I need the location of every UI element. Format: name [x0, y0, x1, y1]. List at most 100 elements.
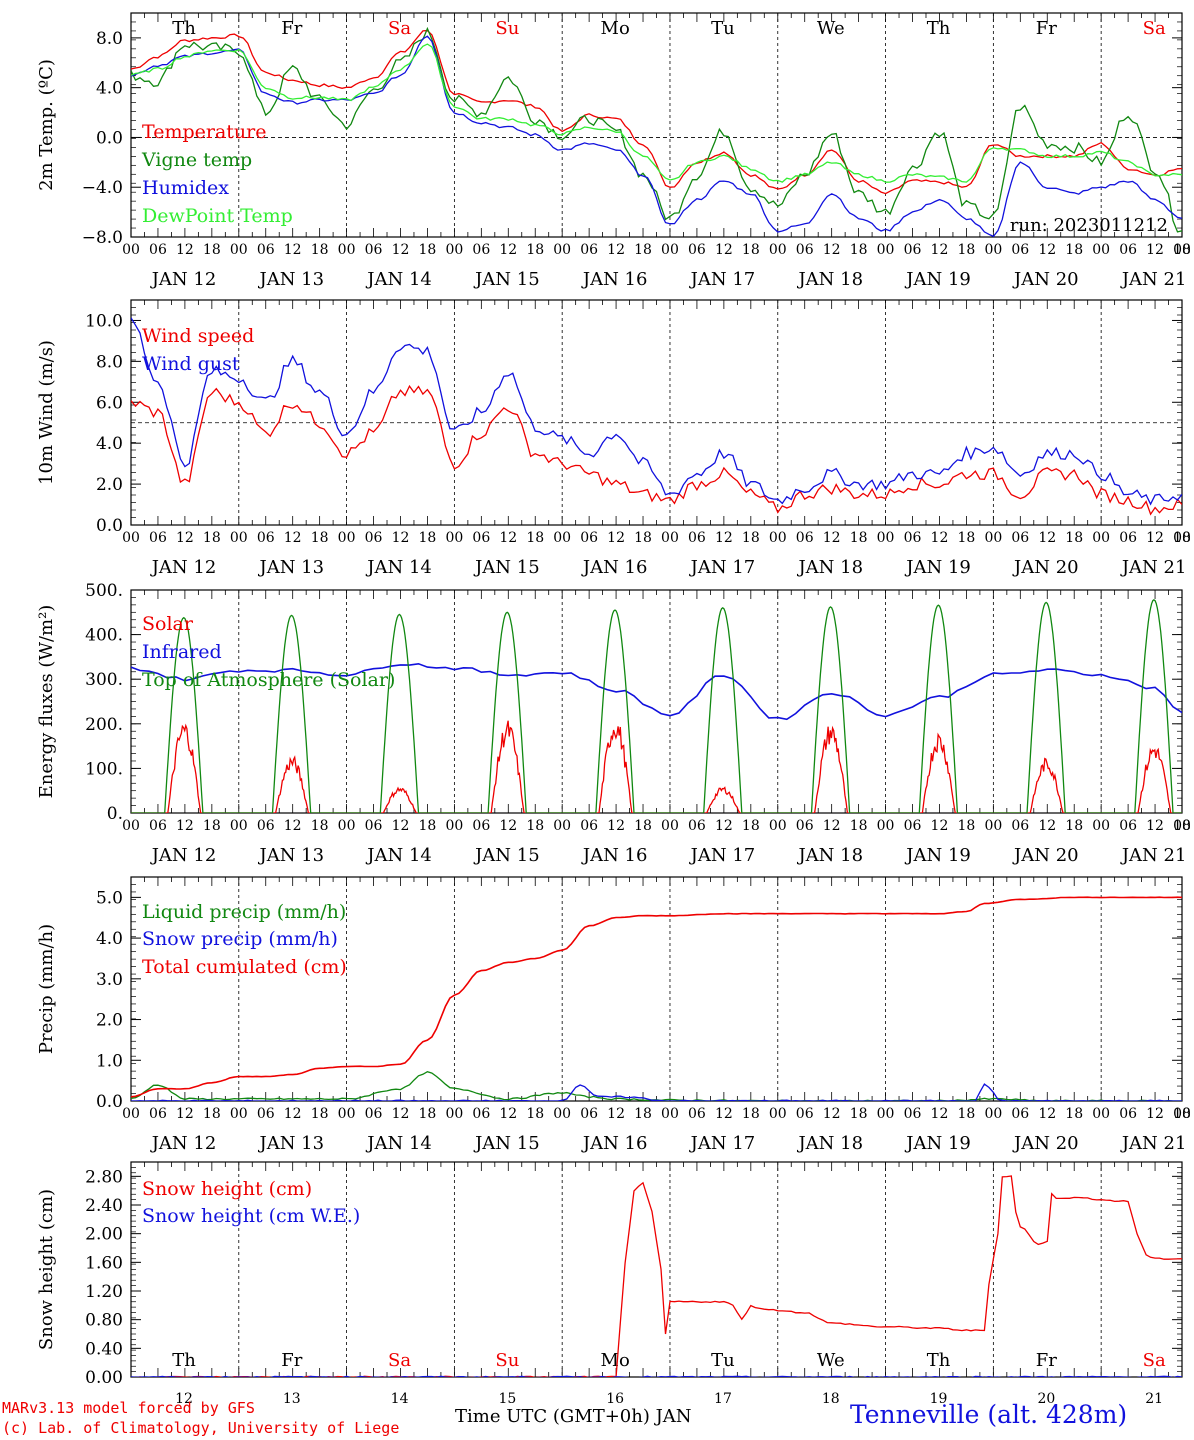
y-tick-label: 1.0 [96, 1051, 123, 1071]
y-tick-label: 1.20 [85, 1282, 123, 1302]
hour-label: 00 [1173, 1106, 1191, 1122]
hour-label: 06 [365, 818, 383, 834]
date-label: JAN 17 [689, 845, 756, 866]
y-tick-label: 8.0 [96, 29, 123, 49]
hour-label: 00 [230, 818, 248, 834]
hour-label: 06 [472, 242, 490, 258]
y-tick-label: 0.80 [85, 1311, 123, 1331]
hour-label: 12 [1038, 818, 1056, 834]
model-credit: MARv3.13 model forced by GFS [2, 1399, 255, 1417]
hour-label: 12 [715, 242, 733, 258]
hour-label: 00 [661, 242, 679, 258]
hour-label: 18 [957, 530, 975, 546]
hour-label: 18 [850, 242, 868, 258]
hour-label: 18 [526, 242, 544, 258]
hour-label: 12 [607, 242, 625, 258]
hour-label: 00 [661, 1106, 679, 1122]
y-axis-label: Snow height (cm) [36, 1189, 57, 1350]
hour-label: 06 [796, 530, 814, 546]
hour-label: 18 [419, 242, 437, 258]
hour-label: 06 [149, 1106, 167, 1122]
day-number: 18 [822, 1391, 840, 1407]
series-group [131, 896, 1182, 1101]
panel-2: 10.0 8.0 6.0 4.0 2.0 0.0 10m Wind (m/s) 00 06 12 1… [36, 299, 1191, 578]
hour-label: 06 [904, 242, 922, 258]
day-name: Th [172, 18, 196, 39]
date-label: JAN 16 [581, 557, 648, 578]
plot-frame [130, 299, 1183, 526]
y-tick-label: 2.0 [96, 475, 123, 495]
hour-label: 06 [365, 242, 383, 258]
hour-label: 12 [1038, 242, 1056, 258]
hour-label: 00 [445, 818, 463, 834]
hour-label: 18 [1065, 818, 1083, 834]
hour-label: 18 [203, 1106, 221, 1122]
hour-label: 18 [203, 530, 221, 546]
hour-label: 18 [526, 818, 544, 834]
legend-entry: Temperature [142, 121, 266, 143]
day-name: We [817, 1350, 845, 1371]
hour-label: 06 [1011, 1106, 1029, 1122]
hour-label: 06 [688, 530, 706, 546]
hour-label: 12 [715, 818, 733, 834]
day-name: Th [172, 1350, 196, 1371]
hour-label: 12 [392, 1106, 410, 1122]
date-label: JAN 17 [689, 269, 756, 290]
panel-5: 2.80 2.40 2.00 1.60 1.20 0.80 0.40 0.00 Snow hei… [36, 1161, 1183, 1407]
hour-label: 00 [877, 1106, 895, 1122]
date-label: JAN 16 [581, 1133, 648, 1154]
hour-label: 00 [1173, 242, 1191, 258]
hour-label: 18 [203, 242, 221, 258]
panel-3: 500. 400. 300. 200. 100. 0. Energy fluxes (W/m… [36, 581, 1191, 866]
hour-label: 18 [311, 1106, 329, 1122]
hour-label: 18 [419, 530, 437, 546]
hour-label: 12 [499, 1106, 517, 1122]
legend-entry: Snow precip (mm/h) [142, 928, 338, 950]
date-label: JAN 14 [365, 1133, 432, 1154]
hour-label: 00 [230, 1106, 248, 1122]
hour-label: 00 [338, 242, 356, 258]
hour-label: 12 [823, 242, 841, 258]
series-group [131, 317, 1182, 516]
hour-label: 00 [338, 1106, 356, 1122]
date-label: JAN 16 [581, 845, 648, 866]
legend-entry: Liquid precip (mm/h) [142, 901, 346, 923]
hour-label: 18 [1173, 242, 1191, 258]
hour-label: 12 [1146, 530, 1164, 546]
hour-label: 18 [742, 530, 760, 546]
date-label: JAN 15 [473, 1133, 540, 1154]
y-axis-label: Energy fluxes (W/m²) [36, 605, 57, 799]
time-axis-title: Time UTC (GMT+0h) JAN [455, 1406, 692, 1427]
hour-label: 18 [957, 818, 975, 834]
hour-label: 00 [877, 530, 895, 546]
y-tick-label: 0.40 [85, 1339, 123, 1359]
date-label: JAN 13 [257, 1133, 324, 1154]
hour-label: 06 [257, 530, 275, 546]
hour-label: 12 [176, 818, 194, 834]
hour-label: 18 [850, 818, 868, 834]
day-name: Th [927, 18, 951, 39]
date-label: JAN 18 [796, 269, 863, 290]
hour-label: 00 [877, 818, 895, 834]
legend-entry: Solar [142, 613, 194, 635]
day-name: Su [495, 18, 519, 39]
series-line-humidex [131, 35, 1182, 237]
hour-label: 18 [634, 242, 652, 258]
y-tick-label: −8.0 [82, 228, 123, 248]
hour-label: 00 [769, 818, 787, 834]
panel-4: 5.0 4.0 3.0 2.0 1.0 0.0 Precip (mm/h) 00 06 12 18 J… [36, 876, 1191, 1154]
day-number: 17 [714, 1391, 732, 1407]
y-tick-label: 0.0 [96, 128, 123, 148]
y-tick-label: 10.0 [85, 311, 123, 331]
y-axis-label: 2m Temp. (ºC) [36, 59, 57, 191]
y-tick-label: 100. [85, 759, 123, 779]
hour-label: 18 [742, 818, 760, 834]
y-axis-label: Precip (mm/h) [36, 924, 57, 1054]
hour-label: 06 [365, 530, 383, 546]
hour-label: 00 [230, 530, 248, 546]
legend-entry: DewPoint Temp [142, 205, 293, 227]
hour-label: 18 [1065, 242, 1083, 258]
hour-label: 18 [1065, 530, 1083, 546]
hour-label: 00 [553, 1106, 571, 1122]
